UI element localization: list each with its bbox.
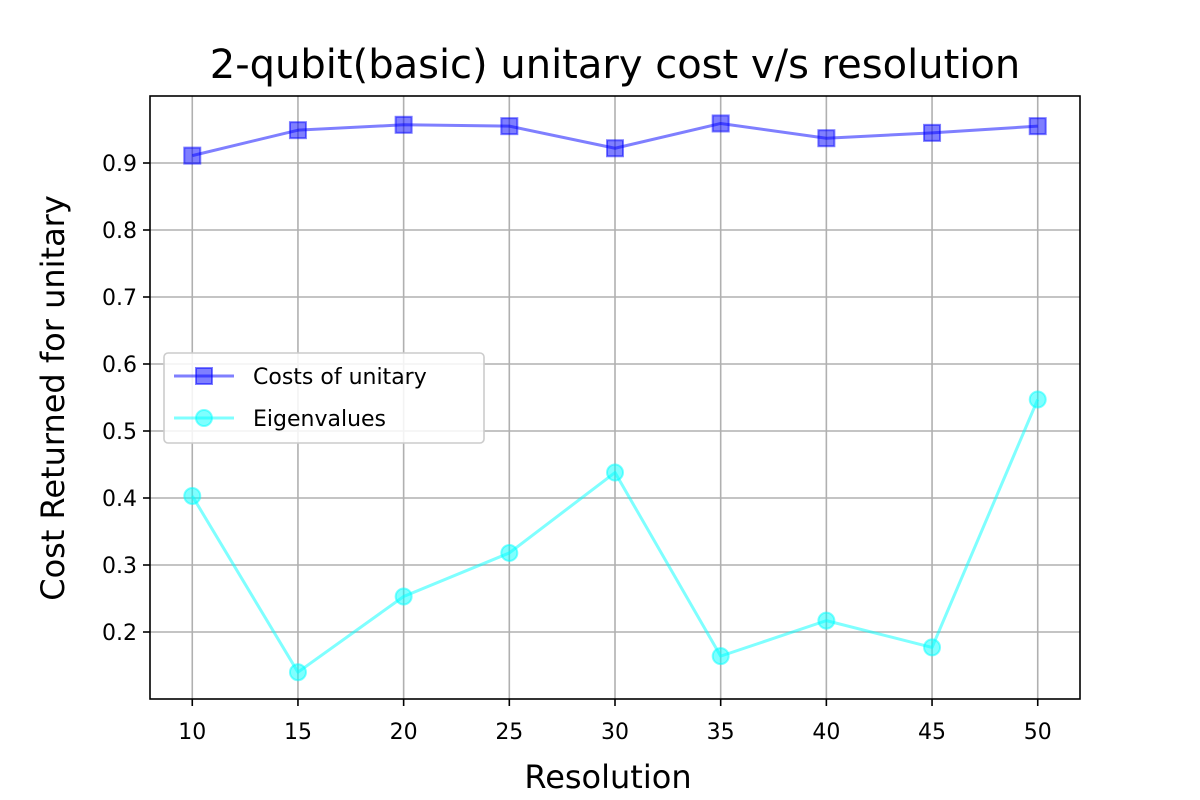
x-tick-label: 25: [495, 720, 523, 745]
x-tick-label: 40: [812, 720, 840, 745]
series-0: [183, 114, 1047, 165]
y-tick-label: 0.8: [102, 219, 137, 244]
x-tick-label: 35: [707, 720, 735, 745]
x-tick-label: 50: [1024, 720, 1052, 745]
legend-label: Costs of unitary: [253, 365, 427, 390]
data-point: [1028, 390, 1047, 409]
legend-item: Eigenvalues: [174, 407, 386, 432]
x-axis: 10 15 20 25 30 35 40 45 50: [178, 699, 1052, 745]
grid: [150, 96, 1080, 699]
x-tick-label: 10: [178, 720, 206, 745]
y-tick-label: 0.7: [102, 286, 137, 311]
y-tick-label: 0.3: [102, 554, 137, 579]
y-tick-label: 0.9: [102, 152, 137, 177]
legend-box: [163, 352, 485, 444]
x-tick-label: 20: [390, 720, 418, 745]
data-point: [606, 463, 624, 482]
x-tick-label: 45: [918, 720, 946, 745]
legend-label: Eigenvalues: [253, 407, 386, 432]
x-axis-label: Resolution: [524, 758, 691, 796]
y-tick-label: 0.2: [102, 621, 137, 646]
y-axis-label: Cost Returned for unitary: [34, 195, 72, 601]
data-point: [817, 611, 836, 630]
y-tick-label: 0.6: [102, 353, 137, 378]
data-point: [500, 117, 519, 136]
data-point: [711, 647, 730, 666]
data-point: [394, 115, 413, 134]
data-point: [183, 486, 202, 505]
series-layer: [183, 114, 1047, 682]
legend-marker: [195, 409, 213, 427]
data-point: [183, 146, 202, 165]
data-point: [500, 543, 519, 562]
data-point: [817, 129, 836, 148]
data-point: [606, 139, 624, 158]
legend: Costs of unitary Eigenvalues: [163, 352, 485, 444]
data-point: [923, 638, 942, 657]
data-point: [394, 587, 413, 606]
y-tick-label: 0.4: [102, 487, 137, 512]
legend-item: Costs of unitary: [174, 365, 427, 390]
data-point: [711, 114, 730, 133]
data-point: [923, 123, 942, 142]
y-axis: 0.2 0.3 0.4 0.5 0.6 0.7 0.8 0.9: [102, 152, 150, 646]
data-point: [288, 663, 307, 682]
data-point: [1028, 117, 1047, 136]
y-tick-label: 0.5: [102, 420, 137, 445]
x-tick-label: 30: [601, 720, 629, 745]
chart-title: 2-qubit(basic) unitary cost v/s resoluti…: [210, 42, 1020, 88]
legend-marker: [195, 367, 213, 385]
data-point: [288, 121, 307, 140]
x-tick-label: 15: [284, 720, 312, 745]
series-1: [183, 390, 1047, 682]
